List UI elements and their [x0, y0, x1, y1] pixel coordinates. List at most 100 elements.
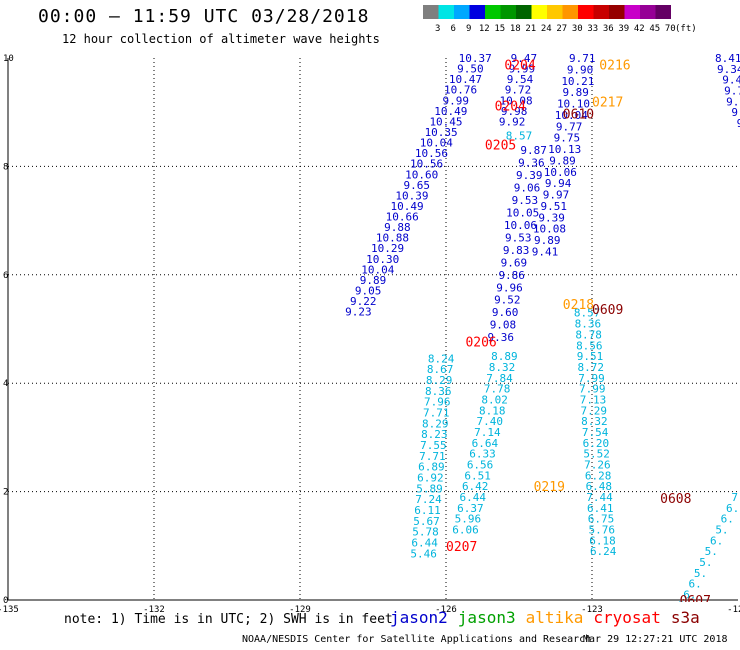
wave-height-value: 8.24 — [428, 352, 455, 365]
wave-height-value: 9.90 — [567, 63, 594, 76]
wave-height-value: 8.32 — [581, 415, 608, 428]
wave-height-value: 9.52 — [494, 294, 521, 307]
wave-height-value: 7.44 — [586, 491, 613, 504]
wave-height-value: 9.39 — [538, 211, 565, 224]
pass-time-label: 0206 — [465, 335, 496, 350]
wave-height-value: 6.56 — [467, 459, 494, 472]
wave-height-value: 6.20 — [583, 437, 610, 450]
wave-height-value: 6. — [721, 513, 734, 526]
wave-height-value: 5. — [678, 599, 691, 612]
pass-time-label: 0610 — [563, 107, 594, 122]
wave-height-value: 7.99 — [578, 372, 605, 385]
scale-swatch — [500, 5, 516, 19]
wave-height-value: 9.34 — [717, 63, 740, 76]
wave-height-value: 8.32 — [489, 361, 516, 374]
wave-height-value: 9.88 — [384, 221, 411, 234]
generated-timestamp: Mar 29 12:27:21 UTC 2018 — [583, 634, 728, 645]
scale-swatch — [562, 5, 578, 19]
wave-height-value: 9.06 — [514, 182, 541, 195]
wave-height-value: 10.08 — [500, 94, 533, 107]
wave-height-value: 10.04 — [361, 263, 394, 276]
wave-height-value: 8.78 — [575, 328, 602, 341]
pass-time-label: 0207 — [446, 540, 477, 555]
wave-height-value: 7.29 — [580, 404, 607, 417]
wave-height-value: 9.97 — [543, 189, 570, 202]
footnote: note: 1) Time is in UTC; 2) SWH is in fe… — [64, 612, 393, 627]
wave-height-value: 9.50 — [457, 63, 484, 76]
wave-height-value: 5.89 — [416, 482, 443, 495]
wave-height-value: 8.18 — [479, 404, 506, 417]
x-tick-label: -129 — [289, 605, 311, 615]
wave-height-value: 9.83 — [503, 244, 530, 257]
wave-height-value: 6.37 — [457, 502, 484, 515]
scale-swatch — [624, 5, 640, 19]
wave-height-value: 9.96 — [496, 281, 523, 294]
wave-height-value: 9.05 — [355, 285, 382, 298]
scale-label: 24 — [541, 24, 552, 34]
wave-height-value: 10.45 — [429, 115, 462, 128]
wave-height-value: 10.13 — [548, 143, 581, 156]
wave-height-value: 10.60 — [405, 168, 438, 181]
wave-height-value: 9.92 — [499, 115, 526, 128]
scale-swatch — [423, 5, 439, 19]
scale-swatch — [454, 5, 470, 19]
scale-label: 12 — [479, 24, 490, 34]
wave-height-value: 9.0 — [726, 95, 740, 108]
wave-height-value: 10.56 — [415, 147, 448, 160]
wave-height-value: 8.56 — [576, 339, 603, 352]
x-tick-label: -132 — [143, 605, 165, 615]
scale-label: 9 — [466, 24, 471, 34]
wave-height-value: 9.98 — [501, 105, 528, 118]
wave-height-value: 8.57 — [574, 307, 601, 320]
wave-height-value: 6.44 — [460, 491, 487, 504]
scale-swatch — [531, 5, 547, 19]
wave-height-value: 9.4 — [722, 74, 740, 87]
wave-height-value: 10.06 — [504, 219, 537, 232]
wave-height-value: 8.41 — [715, 52, 740, 65]
wave-height-value: 10.04 — [555, 109, 588, 122]
wave-height-value: 9.87 — [520, 144, 547, 157]
wave-height-value: 9.53 — [505, 231, 532, 244]
wave-height-value: 7.84 — [486, 372, 513, 385]
credit-line: NOAA/NESDIS Center for Satellite Applica… — [242, 634, 592, 645]
wave-height-value: 10.29 — [371, 242, 404, 255]
wave-height-value: 9.69 — [501, 256, 528, 269]
wave-height-value: 6.33 — [469, 448, 496, 461]
wave-height-value: 5.52 — [583, 448, 610, 461]
legend-altika: altika — [525, 608, 584, 627]
wave-height-value: 10.37 — [459, 52, 492, 65]
wave-height-value: 9.72 — [505, 84, 532, 97]
wave-height-value: 9.53 — [512, 194, 539, 207]
wave-height-value: 9.54 — [507, 73, 534, 86]
wave-height-value: 10.21 — [561, 75, 594, 88]
wave-height-value: 6.11 — [414, 504, 441, 517]
pass-time-label: 0608 — [660, 492, 691, 507]
wave-height-value: 6.18 — [589, 534, 616, 547]
wave-height-value: 7.26 — [584, 459, 611, 472]
wave-height-value: 10.76 — [444, 84, 477, 97]
wave-height-value: 9.39 — [516, 169, 543, 182]
scale-label: 42 — [634, 24, 645, 34]
wave-height-value: 9.22 — [350, 295, 377, 308]
pass-time-label: 0219 — [534, 480, 565, 495]
wave-height-value: 5. — [694, 567, 707, 580]
pass-time-label: 0204 — [504, 59, 535, 74]
wave-height-value: 9.75 — [554, 132, 581, 145]
scale-label: 3 — [435, 24, 440, 34]
wave-height-value: 9.65 — [404, 179, 431, 192]
wave-height-value: 8.36 — [575, 318, 602, 331]
scale-swatch — [655, 5, 671, 19]
wave-height-value: 10.05 — [506, 206, 539, 219]
scale-swatch — [593, 5, 609, 19]
scale-label: 21 — [525, 24, 536, 34]
wave-height-value: 6.92 — [417, 472, 444, 485]
scale-label: 18 — [510, 24, 521, 34]
scale-swatch — [469, 5, 485, 19]
pass-time-label: 0204 — [495, 100, 526, 115]
wave-height-value: 10.66 — [386, 211, 419, 224]
wave-height-value: 7.71 — [423, 406, 450, 419]
wave-height-value: 8.89 — [491, 350, 518, 363]
pass-time-label: 0609 — [592, 303, 623, 318]
wave-height-value: 7.54 — [582, 426, 609, 439]
